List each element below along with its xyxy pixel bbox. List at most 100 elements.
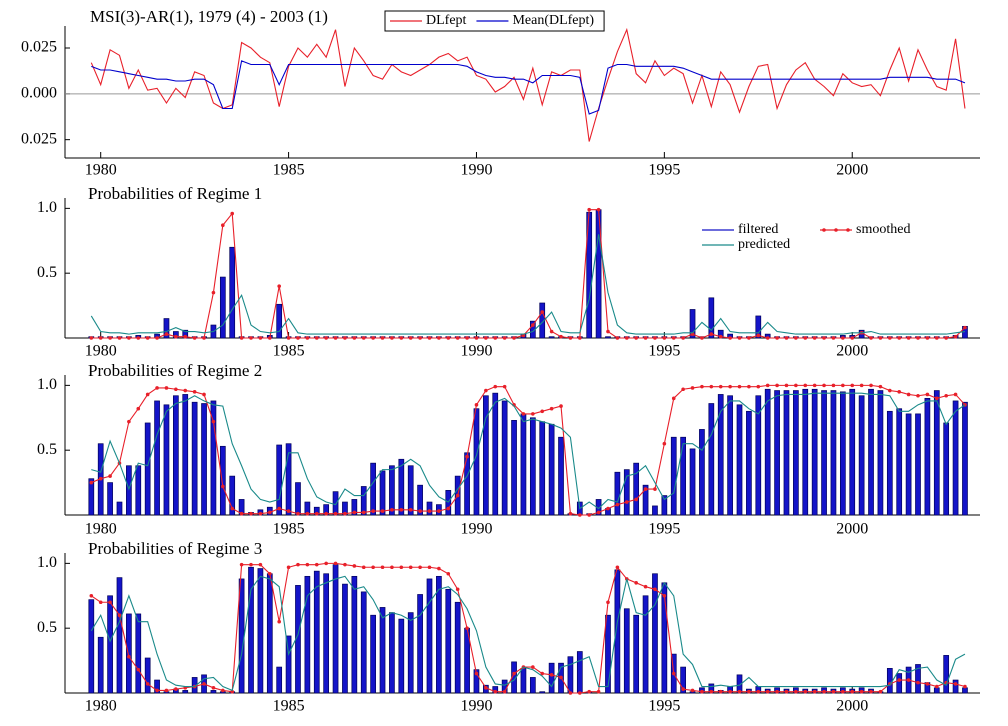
marker: [953, 334, 958, 339]
bar: [163, 318, 170, 339]
marker: [737, 689, 742, 694]
line: [91, 392, 966, 510]
bar: [520, 668, 527, 694]
marker: [484, 388, 488, 393]
bar: [764, 388, 771, 516]
marker: [305, 562, 310, 567]
legend-marker: [846, 228, 850, 232]
marker: [277, 506, 281, 511]
marker: [671, 396, 676, 401]
marker: [765, 689, 770, 694]
bar: [295, 482, 301, 516]
bar: [821, 390, 827, 516]
bar: [708, 297, 715, 339]
marker: [540, 409, 545, 414]
marker: [718, 334, 723, 339]
bar: [558, 436, 564, 516]
bar: [426, 578, 433, 694]
marker: [343, 511, 347, 516]
bar: [699, 429, 705, 516]
marker: [230, 211, 235, 216]
marker: [662, 336, 667, 340]
bar: [915, 664, 921, 694]
bar: [952, 679, 959, 694]
marker: [258, 511, 263, 516]
marker: [174, 334, 178, 339]
marker: [540, 310, 545, 314]
x-tick-label: 1985: [273, 698, 305, 715]
marker: [568, 691, 573, 695]
chart-title: Probabilities of Regime 1: [88, 184, 262, 203]
marker: [850, 336, 855, 340]
marker: [352, 510, 357, 515]
marker: [127, 654, 131, 659]
marker: [408, 565, 413, 570]
bar: [539, 691, 546, 694]
marker: [230, 689, 235, 694]
marker: [859, 689, 864, 694]
marker: [606, 600, 610, 605]
marker: [897, 390, 902, 394]
marker: [916, 393, 920, 398]
marker: [202, 392, 206, 397]
line: [90, 234, 966, 335]
x-tick-label: 2000: [836, 343, 868, 360]
marker: [390, 508, 394, 512]
marker: [531, 412, 535, 416]
bar: [727, 395, 733, 516]
marker: [474, 671, 479, 676]
marker: [211, 686, 216, 690]
marker: [89, 336, 94, 340]
bar: [755, 315, 762, 339]
bar: [736, 404, 743, 516]
marker: [765, 336, 770, 340]
marker: [371, 336, 375, 340]
y-tick-label: 0.5: [37, 619, 57, 636]
marker: [98, 336, 103, 340]
marker: [502, 689, 507, 694]
marker: [117, 336, 122, 340]
bar: [849, 388, 856, 516]
marker: [662, 441, 667, 446]
marker: [709, 332, 714, 336]
marker: [155, 688, 159, 693]
marker: [690, 688, 695, 693]
marker: [578, 691, 582, 695]
y-tick-label: 0.5: [37, 264, 57, 281]
y-tick-label: 0.5: [37, 441, 57, 458]
marker: [418, 336, 422, 340]
bar: [210, 690, 217, 694]
bar: [886, 668, 893, 694]
marker: [794, 383, 798, 388]
bar: [454, 601, 461, 694]
bar: [313, 570, 320, 694]
bar: [811, 388, 818, 516]
marker: [812, 336, 817, 340]
marker: [888, 336, 892, 340]
bar: [717, 394, 724, 516]
bar: [379, 607, 386, 694]
marker: [211, 419, 216, 424]
marker: [437, 566, 441, 571]
marker: [756, 384, 761, 389]
marker: [89, 593, 94, 598]
marker: [681, 336, 685, 340]
marker: [446, 571, 451, 576]
marker: [841, 383, 845, 388]
marker: [390, 336, 394, 340]
bar: [116, 577, 123, 694]
marker: [671, 671, 676, 676]
marker: [380, 336, 385, 340]
marker: [869, 336, 873, 340]
bar: [661, 495, 668, 516]
marker: [484, 686, 488, 690]
marker: [371, 565, 375, 570]
marker: [906, 392, 911, 397]
marker: [671, 336, 676, 340]
marker: [916, 680, 920, 685]
bar: [445, 588, 452, 694]
marker: [98, 600, 103, 605]
marker: [822, 336, 826, 340]
bar: [97, 636, 104, 694]
bar: [755, 395, 762, 516]
